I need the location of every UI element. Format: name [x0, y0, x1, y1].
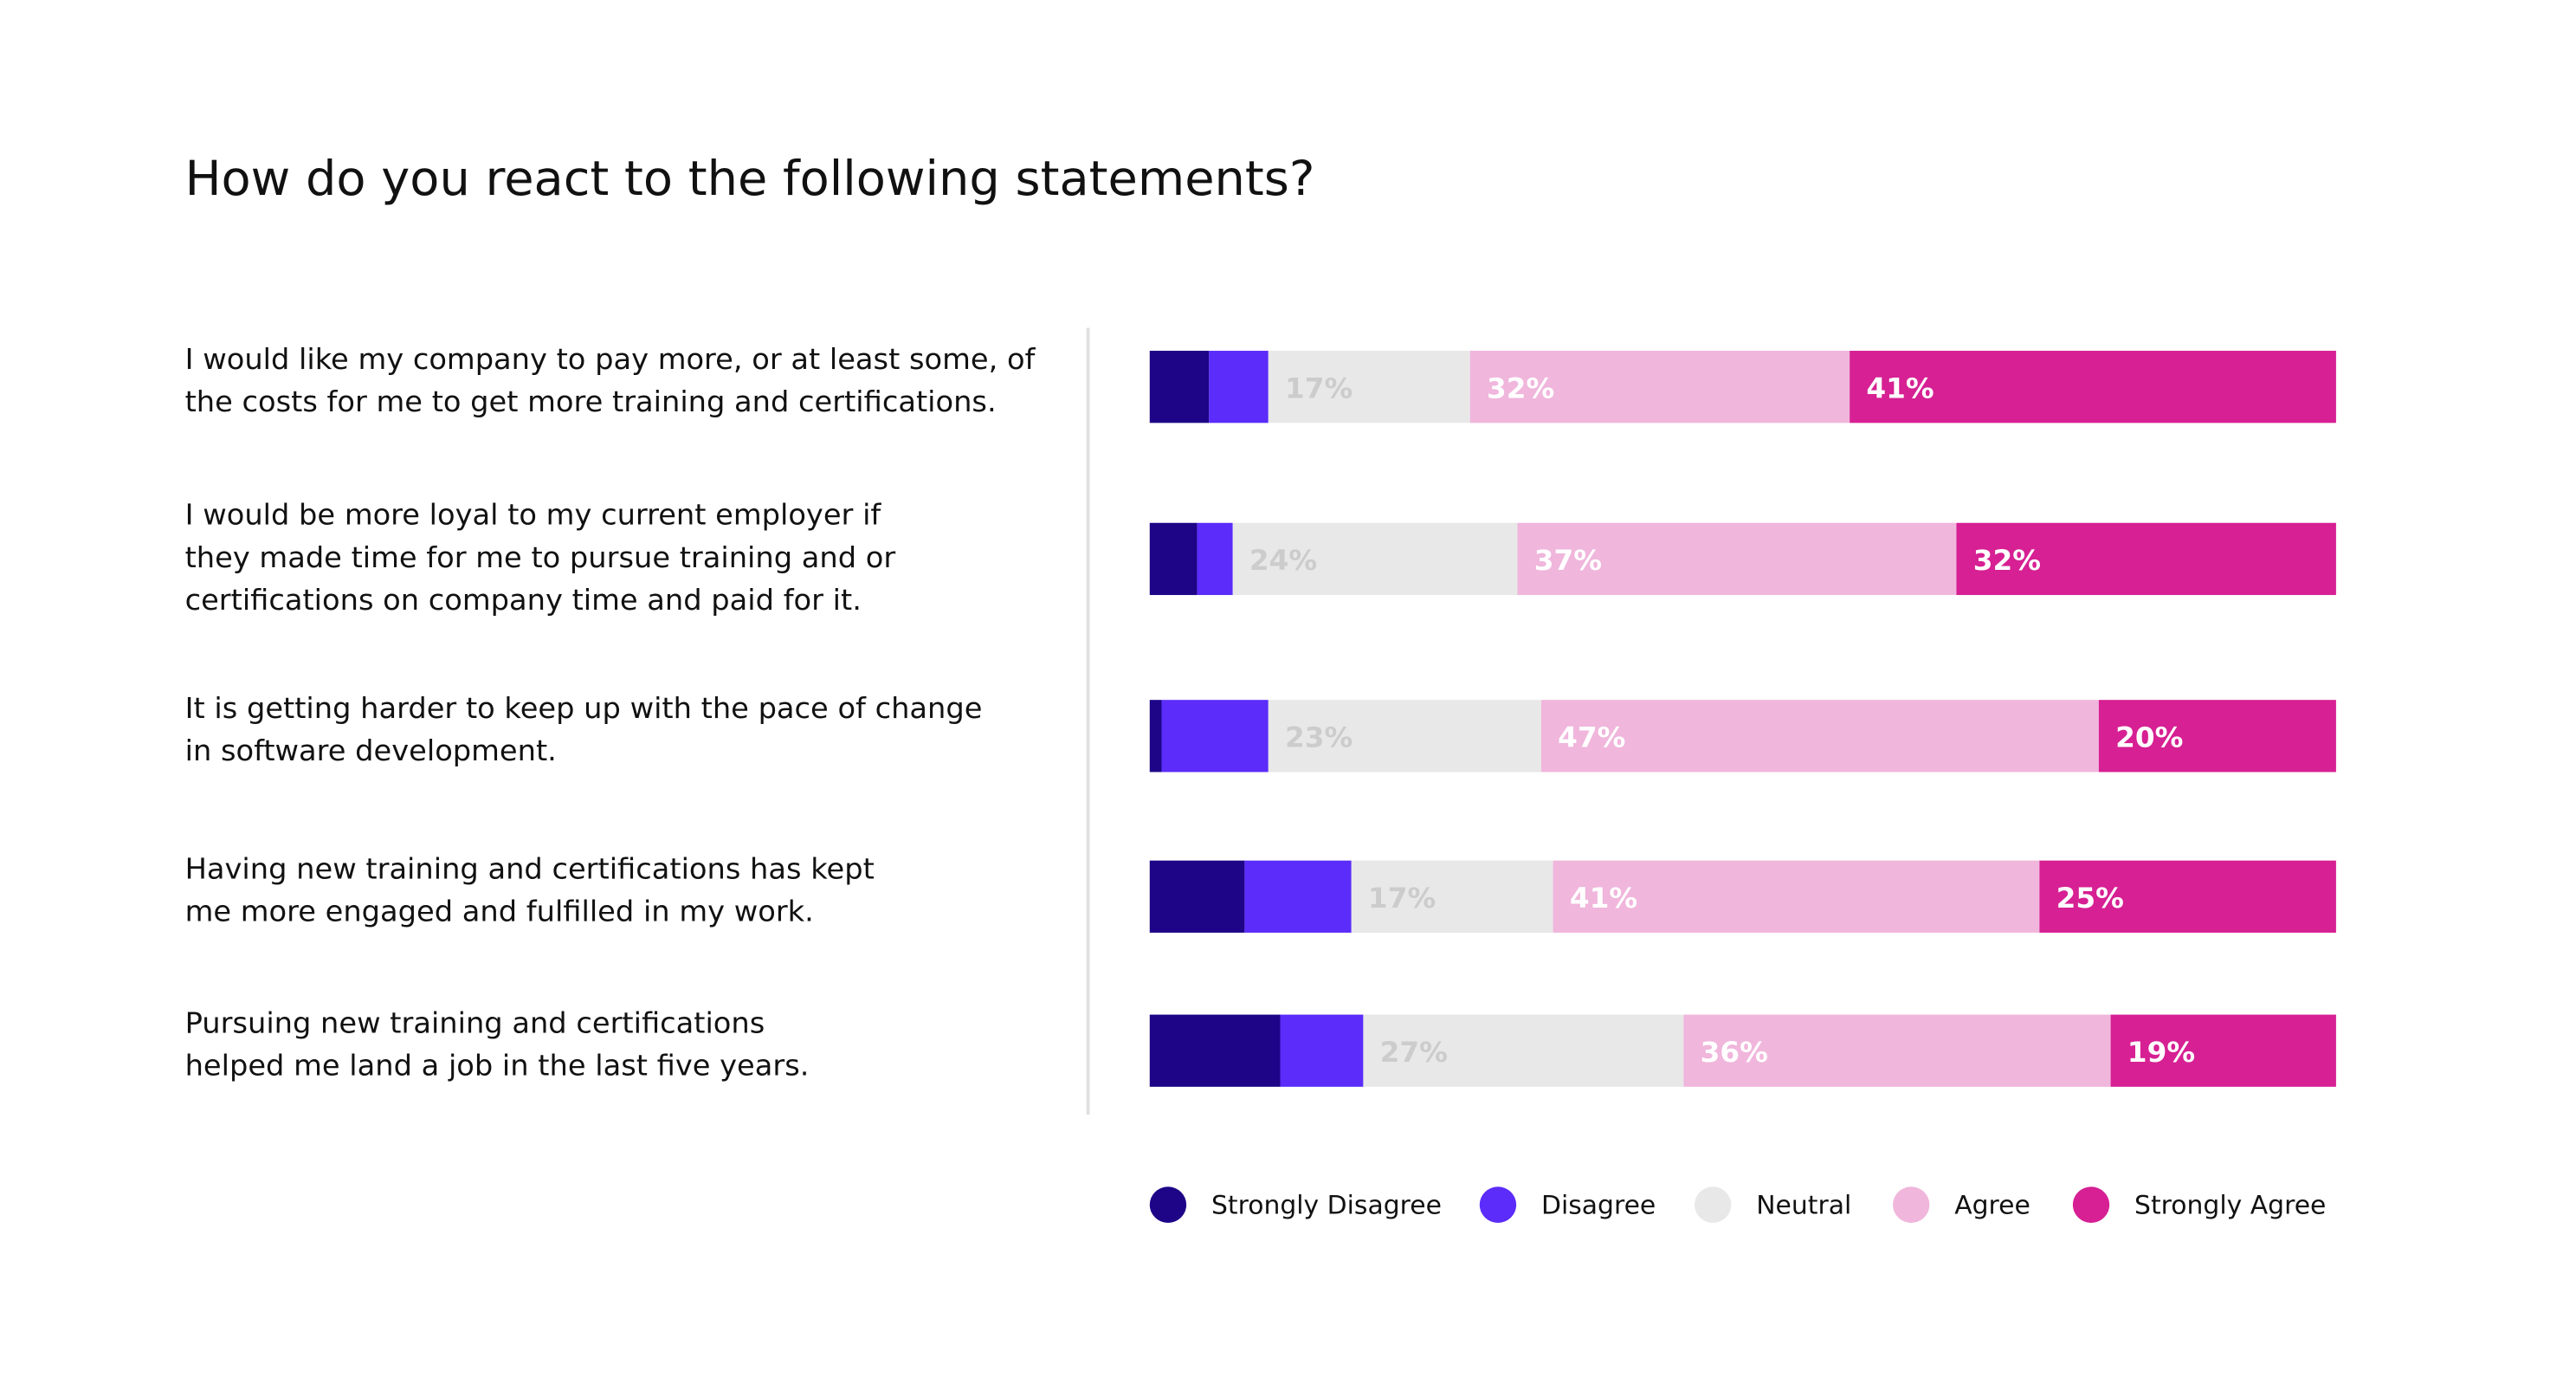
value-label: 23%	[1285, 721, 1353, 754]
bar-segment	[1351, 860, 1553, 933]
value-label: 47%	[1558, 721, 1625, 754]
bar-segment	[1149, 700, 1162, 773]
bar-segment	[1469, 351, 1850, 423]
value-label: 32%	[1487, 372, 1554, 405]
bar-segment	[1161, 700, 1269, 773]
category-label: Pursuing new training and certifications	[185, 1006, 765, 1040]
value-label: 27%	[1380, 1036, 1448, 1069]
bar-segment	[1244, 860, 1352, 933]
value-label: 32%	[1973, 544, 2041, 577]
legend-label: Disagree	[1541, 1191, 1656, 1220]
category-label: I would like my company to pay more, or …	[185, 342, 1036, 376]
category-label: in software development.	[185, 734, 557, 767]
value-label: 36%	[1701, 1036, 1768, 1069]
bar-segment	[1280, 1014, 1364, 1087]
chart-title: How do you react to the following statem…	[185, 152, 1315, 207]
bar-segment	[2098, 700, 2336, 773]
legend-swatch	[1479, 1186, 1517, 1223]
category-label: they made time for me to pursue training…	[185, 540, 896, 574]
legend-label: Agree	[1954, 1191, 2030, 1220]
bar-segment	[1268, 351, 1470, 423]
category-label: Having new training and certifications h…	[185, 852, 875, 886]
value-label: 37%	[1534, 544, 1602, 577]
legend-swatch	[1893, 1186, 1930, 1223]
legend-label: Strongly Agree	[2134, 1191, 2326, 1220]
bar-segment	[1268, 700, 1541, 773]
category-label: helped me land a job in the last five ye…	[185, 1049, 810, 1083]
legend-swatch	[2072, 1186, 2110, 1223]
bar-segment	[1956, 522, 2336, 596]
bar-segment	[1149, 1014, 1281, 1087]
value-label: 17%	[1285, 372, 1353, 405]
category-label: me more engaged and fulfilled in my work…	[185, 895, 814, 928]
category-label: I would be more loyal to my current empl…	[185, 498, 882, 532]
bar-segment	[1553, 860, 2040, 933]
bar-segment	[1197, 522, 1233, 596]
legend-swatch	[1149, 1186, 1187, 1223]
category-label: the costs for me to get more training an…	[185, 385, 997, 418]
bar-segment	[2110, 1014, 2336, 1087]
bar-segment	[1683, 1014, 2111, 1087]
value-label: 41%	[1866, 372, 1934, 405]
category-label: certifications on company time and paid …	[185, 583, 862, 617]
bar-segment	[1209, 351, 1269, 423]
bar-segment	[1850, 351, 2336, 423]
bar-segment	[1149, 351, 1210, 423]
bar-segment	[1149, 860, 1245, 933]
bar-segment	[1540, 700, 2099, 773]
legend-swatch	[1695, 1186, 1732, 1223]
value-label: 41%	[1570, 882, 1637, 915]
value-label: 19%	[2127, 1036, 2195, 1069]
bar-segment	[1232, 522, 1518, 596]
value-label: 25%	[2056, 882, 2124, 915]
value-label: 20%	[2115, 721, 2183, 754]
bar-segment	[1517, 522, 1957, 596]
value-label: 24%	[1249, 544, 1317, 577]
value-label: 17%	[1368, 882, 1436, 915]
bar-segment	[1363, 1014, 1684, 1087]
legend-label: Strongly Disagree	[1211, 1191, 1442, 1220]
category-label: It is getting harder to keep up with the…	[185, 691, 983, 725]
legend-label: Neutral	[1756, 1191, 1851, 1220]
bar-segment	[1149, 522, 1198, 596]
bar-segment	[2039, 860, 2336, 933]
